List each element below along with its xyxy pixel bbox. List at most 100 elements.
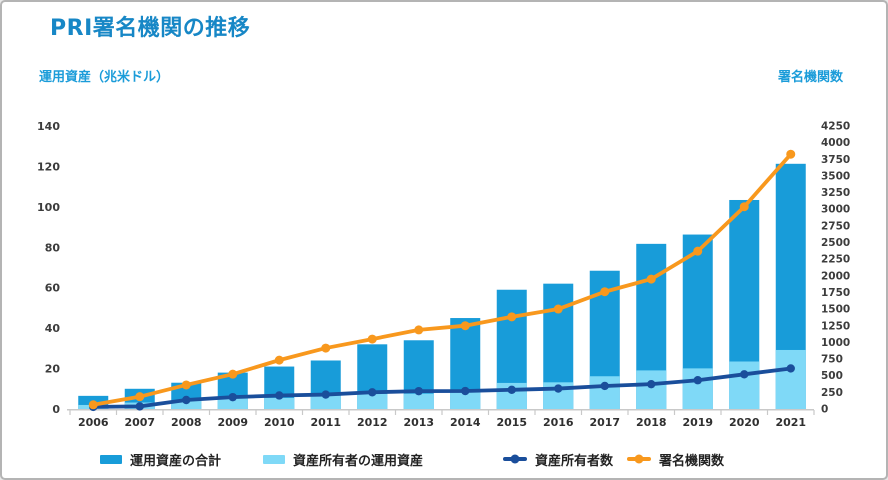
- x-axis-year-label: 2021: [775, 416, 806, 429]
- asset-owner-count-point-2009: [228, 392, 237, 402]
- asset-owner-count-point-2020: [740, 370, 749, 379]
- x-axis-year-label: 2019: [682, 416, 713, 429]
- asset-owner-count-point-2007: [135, 402, 144, 411]
- signatory-count-point-2019: [693, 246, 703, 256]
- right-axis-tick-label: 0: [821, 404, 828, 416]
- bar-asset-owner-aum-2010: [264, 397, 295, 409]
- right-axis-tick-label: 3750: [821, 154, 850, 166]
- signatory-count-point-2021: [786, 149, 796, 159]
- signatory-count-point-2012: [367, 334, 377, 344]
- bar-asset-owner-aum-2009: [217, 398, 248, 409]
- left-axis-tick-label: 20: [45, 363, 61, 376]
- asset-owner-count-line: [91, 366, 793, 409]
- signatory-count-point-2011: [321, 343, 331, 353]
- x-axis-year-label: 2012: [357, 416, 388, 429]
- signatory-count-point-2014: [460, 321, 470, 331]
- right-axis-tick-label: 1750: [821, 287, 850, 299]
- legend-item-total-aum: 運用資産の合計: [100, 450, 221, 469]
- right-axis-tick-label: 1500: [821, 304, 850, 316]
- x-axis-year-label: 2008: [171, 416, 202, 429]
- signatory-count-point-2007: [135, 392, 145, 402]
- legend-item-asset-owner-count: 資産所有者数: [503, 450, 613, 469]
- bar-asset-owner-aum-2011: [310, 395, 341, 409]
- bar-asset-owner-aum-2013: [403, 393, 434, 409]
- bar-asset-owner-aum-2017: [589, 376, 620, 409]
- right-axis-tick-label: 3500: [821, 170, 850, 182]
- bar-asset-owner-aum-2012: [357, 393, 388, 409]
- right-axis-tick-label: 2000: [821, 270, 850, 282]
- asset-owner-count-point-2016: [554, 384, 563, 393]
- right-axis-tick-label: 750: [821, 354, 843, 366]
- left-axis-title: 運用資産（兆米ドル）: [39, 70, 170, 85]
- right-axis-tick-label: 250: [821, 387, 843, 399]
- right-axis-tick-label: 2500: [821, 237, 850, 249]
- signatory-count-point-2010: [274, 355, 284, 365]
- asset-owner-count-point-2017: [600, 381, 609, 391]
- legend-bar-swatch-asset-owner-aum-icon: [263, 454, 286, 464]
- legend-bar-swatch-total-aum-icon: [100, 454, 122, 464]
- signatory-count-point-2009: [228, 369, 238, 379]
- right-axis-tick-label: 1250: [821, 320, 850, 332]
- bar-asset-owner-aum-2008: [171, 400, 202, 409]
- legend-item-signatory-count: 署名機関数: [627, 450, 724, 469]
- signatory-count-point-2017: [600, 287, 610, 297]
- signatory-count-point-2018: [646, 274, 656, 284]
- legend-line-marker-asset-owner-count-icon: [503, 454, 528, 464]
- page-title: PRI署名機関の推移: [50, 16, 251, 41]
- x-axis-year-label: 2013: [403, 416, 434, 429]
- signatory-count-point-2006: [88, 400, 98, 410]
- asset-owner-count-point-2018: [647, 379, 656, 389]
- left-axis-tick-label: 100: [37, 201, 60, 214]
- legend-item-asset-owner-aum: 資産所有者の運用資産: [263, 450, 423, 469]
- bar-asset-owner-aum-2019: [682, 368, 713, 409]
- asset-owner-count-point-2021: [786, 364, 795, 373]
- signatory-count-line: [91, 152, 793, 407]
- right-axis-tick-label: 1000: [821, 337, 850, 349]
- asset-owner-count-point-2013: [414, 386, 423, 396]
- left-axis-tick-label: 40: [45, 322, 61, 335]
- right-axis-tick-label: 500: [821, 370, 843, 382]
- legend-label-signatory-count: 署名機関数: [659, 453, 725, 469]
- signatory-count-point-2016: [553, 304, 563, 314]
- left-axis-tick-label: 140: [37, 120, 60, 133]
- bar-asset-owner-aum-2021: [775, 349, 806, 409]
- right-axis-tick-label: 4250: [821, 121, 850, 133]
- x-axis-year-label: 2016: [543, 416, 574, 429]
- asset-owner-count-point-2015: [507, 385, 516, 395]
- left-axis-tick-label: 0: [52, 403, 60, 416]
- asset-owner-count-point-2014: [461, 386, 470, 396]
- asset-owner-count-point-2012: [368, 388, 377, 397]
- right-axis-tick-label: 3000: [821, 204, 850, 216]
- bar-asset-owner-aum-2018: [636, 370, 667, 409]
- signatory-count-point-2015: [507, 312, 517, 322]
- x-axis-year-label: 2007: [124, 416, 155, 429]
- signatory-count-point-2008: [181, 380, 191, 390]
- x-axis-year-label: 2020: [729, 416, 760, 429]
- asset-owner-count-point-2011: [321, 390, 330, 399]
- right-axis-tick-label: 3250: [821, 187, 850, 199]
- x-axis-year-label: 2015: [496, 416, 527, 429]
- right-axis-tick-label: 2250: [821, 254, 850, 266]
- x-axis-year-label: 2010: [264, 416, 295, 429]
- right-axis-title: 署名機関数: [777, 70, 843, 85]
- left-axis-tick-label: 120: [37, 160, 60, 173]
- bar-asset-owner-aum-2020: [729, 361, 760, 409]
- asset-owner-count-point-2019: [693, 376, 702, 385]
- x-axis-year-label: 2011: [310, 416, 341, 429]
- chart-legend: 運用資産の合計 資産所有者の運用資産 資産所有者数 署名機関数: [100, 446, 724, 472]
- signatory-count-point-2013: [414, 325, 424, 335]
- legend-label-asset-owner-count: 資産所有者数: [535, 453, 614, 469]
- legend-label-asset-owner-aum: 資産所有者の運用資産: [293, 453, 424, 469]
- legend-line-marker-signatory-count-icon: [627, 454, 652, 464]
- asset-owner-count-point-2008: [182, 395, 191, 405]
- bar-asset-owner-aum-2014: [450, 392, 481, 409]
- x-axis-year-label: 2009: [217, 416, 248, 429]
- legend-label-total-aum: 運用資産の合計: [130, 453, 222, 469]
- x-axis-year-label: 2014: [450, 416, 481, 429]
- x-axis-year-label: 2018: [636, 416, 667, 429]
- right-axis-tick-label: 4000: [821, 137, 850, 149]
- asset-owner-count-point-2010: [275, 391, 284, 400]
- x-axis-year-label: 2017: [589, 416, 620, 429]
